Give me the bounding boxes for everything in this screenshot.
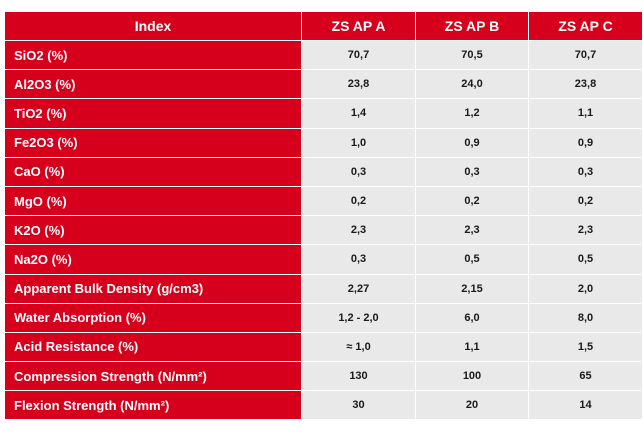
table-cell: 23,8 <box>302 70 416 100</box>
table-cell: 70,7 <box>529 41 642 71</box>
table-cell: 0,2 <box>529 186 642 217</box>
table-cell: 0,3 <box>529 157 642 187</box>
row-label: SiO2 (%) <box>5 41 302 71</box>
table-row: Water Absorption (%) 1,2 - 2,0 6,0 8,0 <box>5 303 642 333</box>
table-cell: 1,5 <box>529 332 642 363</box>
table-cell: 70,5 <box>416 41 529 71</box>
row-label: K2O (%) <box>5 216 302 246</box>
table-cell: 2,27 <box>302 274 416 304</box>
row-label: TiO2 (%) <box>5 99 302 129</box>
table-cell: 0,2 <box>302 186 416 217</box>
table-row: Flexion Strength (N/mm²) 30 20 14 <box>5 391 642 421</box>
table-cell: 2,15 <box>416 274 529 304</box>
table-cell: 14 <box>529 391 642 421</box>
row-label: Flexion Strength (N/mm²) <box>5 391 302 421</box>
table-row: Acid Resistance (%) ≈ 1,0 1,1 1,5 <box>5 332 642 363</box>
table-row: Al2O3 (%) 23,8 24,0 23,8 <box>5 70 642 100</box>
table-cell: 1,2 - 2,0 <box>302 303 416 333</box>
header-row: Index ZS AP A ZS AP B ZS AP C <box>5 12 642 41</box>
table-row: SiO2 (%) 70,7 70,5 70,7 <box>5 41 642 71</box>
table-cell: 30 <box>302 391 416 421</box>
table-row: Apparent Bulk Density (g/cm3) 2,27 2,15 … <box>5 274 642 304</box>
properties-table: Index ZS AP A ZS AP B ZS AP C SiO2 (%) 7… <box>5 12 642 421</box>
table-cell: 1,2 <box>416 99 529 129</box>
table-cell: 1,4 <box>302 99 416 129</box>
table-row: Na2O (%) 0,3 0,5 0,5 <box>5 245 642 275</box>
row-label: Fe2O3 (%) <box>5 128 302 158</box>
table-cell: 65 <box>529 362 642 392</box>
row-label: Al2O3 (%) <box>5 70 302 100</box>
row-label: MgO (%) <box>5 186 302 217</box>
table-cell: 24,0 <box>416 70 529 100</box>
row-label: Compression Strength (N/mm²) <box>5 362 302 392</box>
table-cell: 0,5 <box>529 245 642 275</box>
table-cell: ≈ 1,0 <box>302 332 416 363</box>
table-cell: 70,7 <box>302 41 416 71</box>
table-cell: 20 <box>416 391 529 421</box>
table-cell: 1,1 <box>416 332 529 363</box>
table-row: Compression Strength (N/mm²) 130 100 65 <box>5 362 642 392</box>
table-cell: 1,0 <box>302 128 416 158</box>
column-header-zs-ap-a: ZS AP A <box>302 12 416 41</box>
table-row: TiO2 (%) 1,4 1,2 1,1 <box>5 99 642 129</box>
table-cell: 2,3 <box>416 216 529 246</box>
table-cell: 6,0 <box>416 303 529 333</box>
column-header-index: Index <box>5 12 302 41</box>
table-cell: 0,5 <box>416 245 529 275</box>
table-row: K2O (%) 2,3 2,3 2,3 <box>5 216 642 246</box>
table-cell: 2,3 <box>529 216 642 246</box>
table-row: Fe2O3 (%) 1,0 0,9 0,9 <box>5 128 642 158</box>
table-cell: 23,8 <box>529 70 642 100</box>
table-cell: 0,9 <box>529 128 642 158</box>
table-cell: 2,3 <box>302 216 416 246</box>
table-cell: 0,3 <box>302 245 416 275</box>
row-label: Na2O (%) <box>5 245 302 275</box>
table-cell: 0,3 <box>416 157 529 187</box>
row-label: CaO (%) <box>5 157 302 187</box>
table-cell: 0,9 <box>416 128 529 158</box>
table-cell: 8,0 <box>529 303 642 333</box>
table-cell: 130 <box>302 362 416 392</box>
column-header-zs-ap-c: ZS AP C <box>529 12 642 41</box>
table-row: CaO (%) 0,3 0,3 0,3 <box>5 157 642 187</box>
table-cell: 2,0 <box>529 274 642 304</box>
column-header-zs-ap-b: ZS AP B <box>416 12 529 41</box>
table-cell: 100 <box>416 362 529 392</box>
table-row: MgO (%) 0,2 0,2 0,2 <box>5 186 642 217</box>
row-label: Water Absorption (%) <box>5 303 302 333</box>
table-cell: 0,2 <box>416 186 529 217</box>
row-label: Acid Resistance (%) <box>5 332 302 363</box>
table-cell: 0,3 <box>302 157 416 187</box>
table-cell: 1,1 <box>529 99 642 129</box>
row-label: Apparent Bulk Density (g/cm3) <box>5 274 302 304</box>
